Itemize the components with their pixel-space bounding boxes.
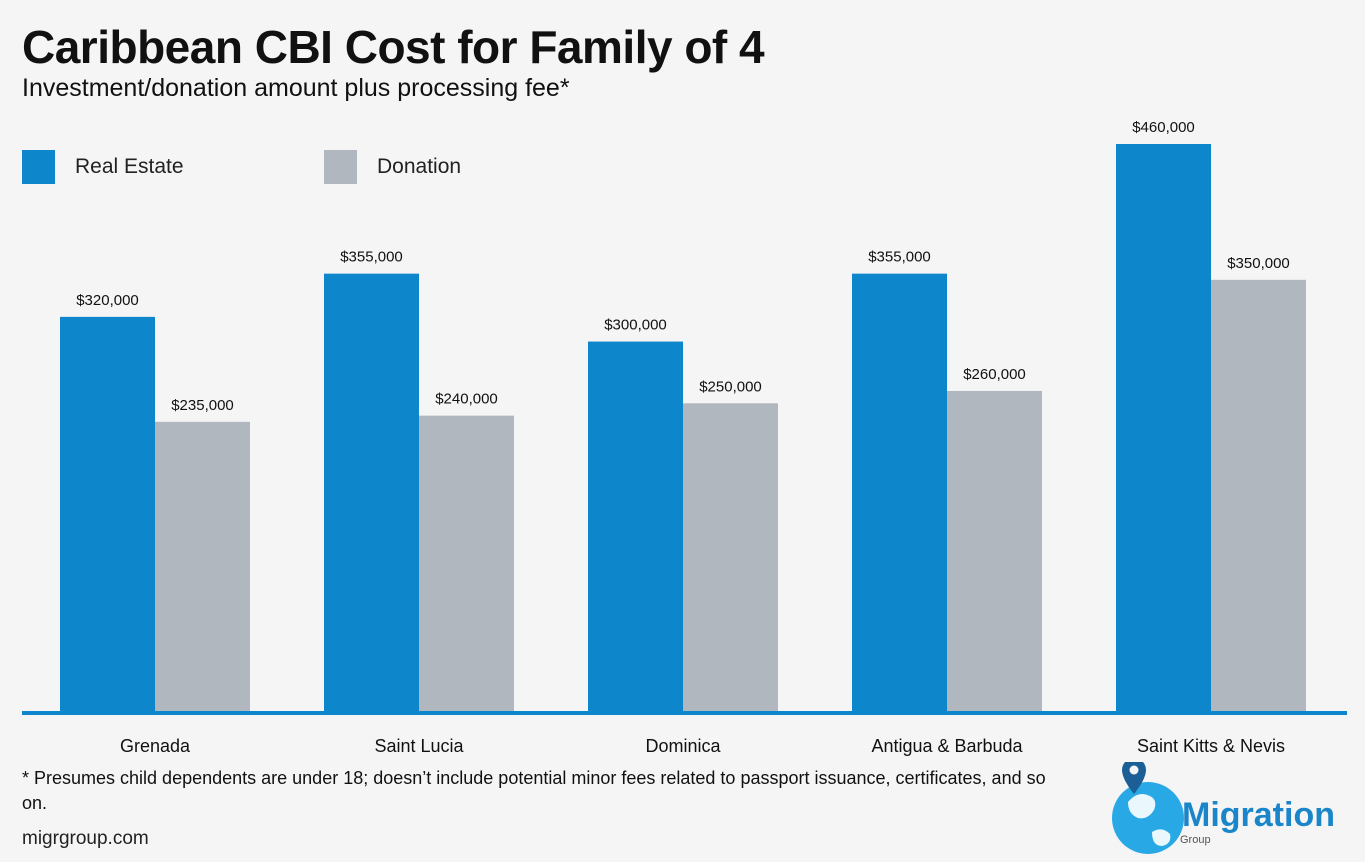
- legend-item-donation: Donation: [324, 150, 461, 184]
- globe-pin-icon: [1112, 762, 1184, 854]
- logo-wordmark: Migration: [1182, 796, 1335, 834]
- chart-title: Caribbean CBI Cost for Family of 4: [22, 21, 765, 73]
- bar-real-estate-grenada: [60, 316, 155, 712]
- bar-donation-saint-kitts-and-nevis: [1211, 279, 1306, 712]
- x-tick-label-saint-kitts-and-nevis: Saint Kitts & Nevis: [1137, 736, 1285, 756]
- bar-real-estate-dominica: [588, 341, 683, 712]
- data-label-donation-grenada: $235,000: [171, 397, 234, 414]
- x-tick-label-dominica: Dominica: [645, 736, 721, 756]
- x-axis-line: [22, 711, 1347, 715]
- bar-real-estate-saint-lucia: [324, 273, 419, 712]
- data-label-donation-saint-kitts-and-nevis: $350,000: [1227, 255, 1290, 272]
- legend-swatch-donation: [324, 150, 357, 184]
- data-label-real-estate-saint-lucia: $355,000: [340, 249, 403, 266]
- data-label-real-estate-saint-kitts-and-nevis: $460,000: [1132, 119, 1195, 136]
- x-tick-label-saint-lucia: Saint Lucia: [374, 736, 464, 756]
- bar-donation-saint-lucia: [419, 415, 514, 712]
- data-label-real-estate-dominica: $300,000: [604, 317, 667, 334]
- footnote: * Presumes child dependents are under 18…: [22, 768, 1046, 813]
- bar-donation-antigua-and-barbuda: [947, 390, 1042, 712]
- data-label-donation-antigua-and-barbuda: $260,000: [963, 366, 1026, 383]
- logo-subtitle: Group: [1180, 834, 1211, 846]
- bar-donation-grenada: [155, 421, 250, 712]
- data-label-real-estate-grenada: $320,000: [76, 292, 139, 309]
- bar-real-estate-antigua-and-barbuda: [852, 273, 947, 712]
- bar-real-estate-saint-kitts-and-nevis: [1116, 144, 1211, 712]
- x-tick-label-grenada: Grenada: [120, 736, 191, 756]
- site-url: migrgroup.com: [22, 828, 149, 849]
- legend-swatch-real-estate: [22, 150, 55, 184]
- bar-donation-dominica: [683, 403, 778, 712]
- data-label-donation-dominica: $250,000: [699, 378, 762, 395]
- legend-label-real-estate: Real Estate: [75, 155, 184, 178]
- chart-subtitle: Investment/donation amount plus processi…: [22, 74, 570, 102]
- legend-label-donation: Donation: [377, 155, 462, 178]
- legend-item-real-estate: Real Estate: [22, 150, 184, 184]
- data-label-real-estate-antigua-and-barbuda: $355,000: [868, 249, 931, 266]
- data-label-donation-saint-lucia: $240,000: [435, 391, 498, 408]
- x-tick-label-antigua-and-barbuda: Antigua & Barbuda: [871, 736, 1023, 756]
